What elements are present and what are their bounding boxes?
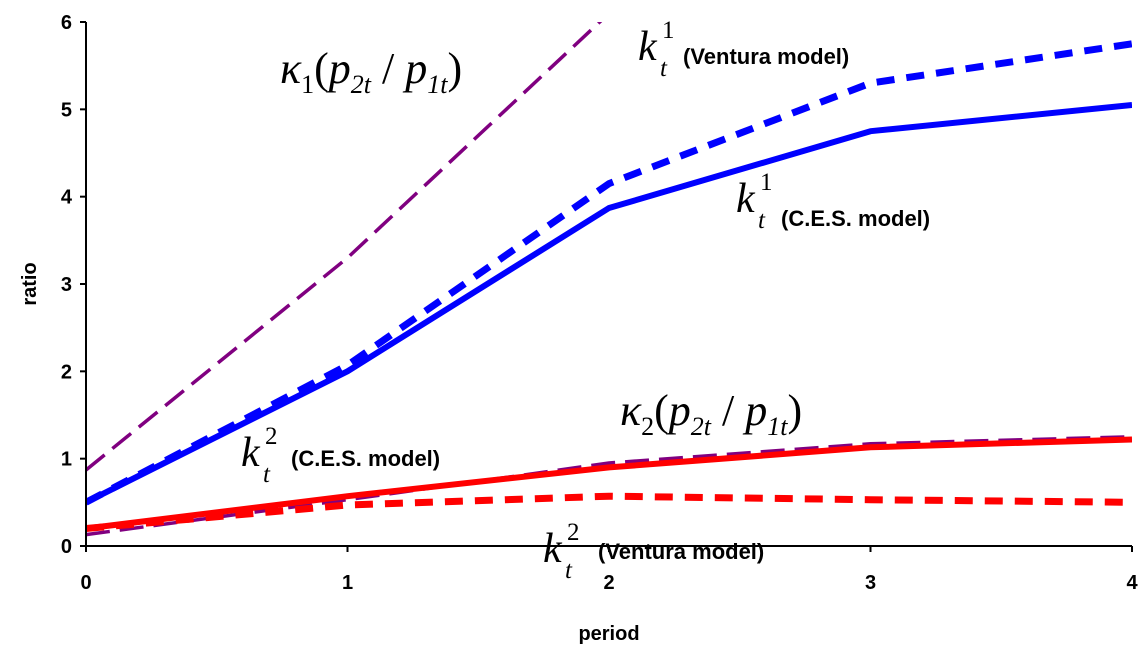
- x-tick-label: 0: [80, 572, 91, 594]
- series-layer: [86, 22, 1132, 537]
- svg-text:t: t: [660, 55, 668, 82]
- series-line-k2_ventura: [86, 492, 1132, 532]
- series-line-k1_ces: [86, 102, 1132, 505]
- series-line-kappa2: [86, 435, 1132, 537]
- y-tick-label: 1: [61, 449, 72, 471]
- svg-text:(C.E.S. model): (C.E.S. model): [781, 206, 930, 231]
- annotation-kappa1: κ1(p2t / p1t): [280, 44, 462, 99]
- svg-text:k: k: [736, 176, 756, 222]
- annotation-kappa2: κ2(p2t / p1t): [620, 386, 802, 441]
- y-tick-label: 6: [61, 12, 72, 34]
- svg-text:k: k: [638, 24, 658, 70]
- series-line-k1_ventura: [86, 40, 1132, 506]
- annotation-k1-ces: k 1 t (C.E.S. model): [736, 169, 930, 234]
- x-tick-label: 1: [342, 572, 353, 594]
- svg-text:t: t: [565, 557, 573, 584]
- x-tick-label: 4: [1126, 572, 1138, 594]
- y-tick-label: 3: [61, 274, 72, 296]
- svg-text:(Ventura model): (Ventura model): [598, 539, 764, 564]
- y-tick-label: 0: [61, 536, 72, 558]
- y-tick-label: 4: [61, 187, 73, 209]
- x-tick-label: 3: [865, 572, 876, 594]
- svg-text:(Ventura model): (Ventura model): [683, 44, 849, 69]
- series-line-k2_ces: [86, 436, 1132, 532]
- svg-text:k: k: [241, 430, 261, 476]
- annotation-k2-ces: k 2 t (C.E.S. model): [241, 423, 440, 488]
- y-tick-label: 2: [61, 361, 72, 383]
- x-tick-label: 2: [603, 572, 614, 594]
- svg-text:k: k: [543, 526, 563, 572]
- x-axis-title: period: [578, 623, 639, 645]
- svg-text:(C.E.S. model): (C.E.S. model): [291, 446, 440, 471]
- svg-text:1: 1: [760, 169, 773, 196]
- series-line-kappa1: [86, 22, 603, 472]
- y-tick-label: 5: [61, 99, 72, 121]
- svg-text:1: 1: [662, 17, 675, 44]
- annotation-k1-ventura: k 1 t (Ventura model): [638, 17, 849, 82]
- y-axis-title: ratio: [19, 262, 41, 305]
- svg-text:2: 2: [265, 423, 278, 450]
- annotation-k2-ventura: k 2 t (Ventura model): [543, 519, 764, 584]
- svg-text:t: t: [263, 461, 271, 488]
- svg-text:t: t: [758, 207, 766, 234]
- ticks: 0 1 2 3 4 5 6 0 1 2 3 4: [61, 12, 1139, 594]
- svg-text:2: 2: [567, 519, 580, 546]
